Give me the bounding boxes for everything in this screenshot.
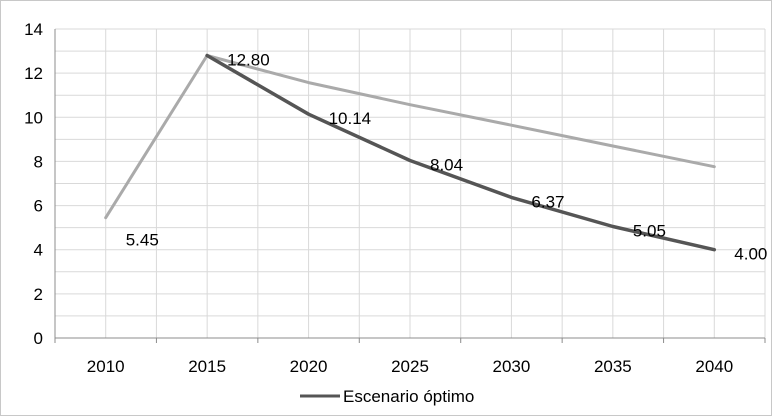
- y-tick-label: 12: [24, 64, 43, 83]
- y-tick-label: 6: [34, 197, 43, 216]
- y-tick-label: 4: [34, 241, 43, 260]
- data-label: 10.14: [329, 109, 372, 128]
- x-tick-label: 2040: [695, 357, 733, 376]
- y-tick-label: 14: [24, 20, 43, 39]
- series-lines: [104, 53, 717, 252]
- legend: Escenario óptimo: [300, 387, 474, 406]
- legend-label: Escenario óptimo: [343, 387, 474, 406]
- x-tick-label: 2030: [493, 357, 531, 376]
- y-tick-label: 2: [34, 285, 43, 304]
- data-labels: 5.45 12.80 10.14 8.04 6.37 5.05 4.00: [126, 50, 768, 263]
- x-tick-label: 2010: [87, 357, 125, 376]
- data-label: 6.37: [531, 192, 564, 211]
- data-label: 4.00: [734, 245, 767, 264]
- x-tick-label: 2035: [594, 357, 632, 376]
- x-tick-label: 2025: [391, 357, 429, 376]
- gridlines: [55, 28, 766, 338]
- x-tick-label: 2020: [290, 357, 328, 376]
- x-tick-label: 2015: [188, 357, 226, 376]
- data-label: 8.04: [430, 156, 463, 175]
- data-label: 12.80: [227, 50, 270, 69]
- axes: 0 2 4 6 8 10 12 14 2010 2015 2020 2025 2030 2035 2040: [24, 20, 766, 376]
- y-tick-label: 0: [34, 329, 43, 348]
- y-tick-label: 8: [34, 152, 43, 171]
- data-label: 5.05: [633, 222, 666, 241]
- series-line-2: [205, 53, 717, 252]
- y-tick-label: 10: [24, 108, 43, 127]
- data-label: 5.45: [126, 231, 159, 250]
